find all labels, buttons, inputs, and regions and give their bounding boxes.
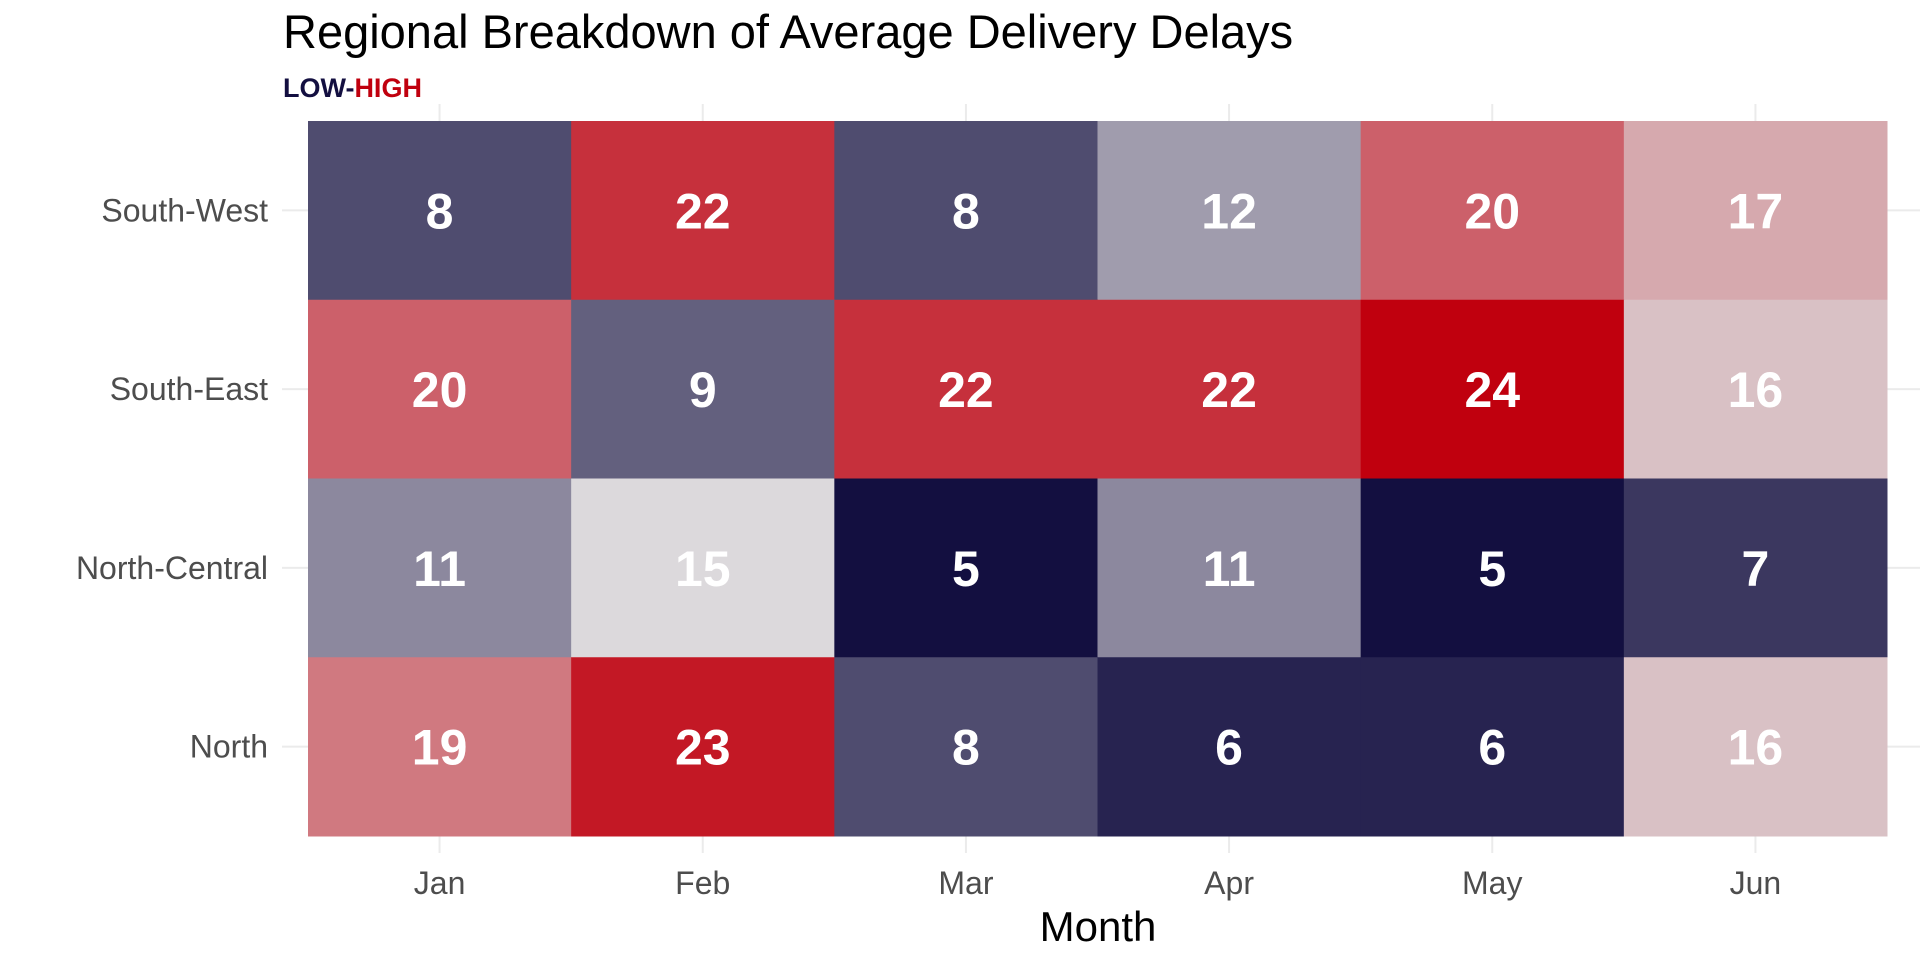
- heatmap-cell: [1360, 657, 1625, 837]
- cell-value-label: 19: [412, 720, 468, 776]
- heatmap-cell: [1097, 299, 1362, 479]
- y-axis: South-West South-East North-Central North: [76, 192, 268, 764]
- heatmap-cell: [1097, 657, 1362, 837]
- heatmap-cell: [1623, 121, 1888, 301]
- cell-value-label: 11: [413, 541, 466, 597]
- chart-subtitle: LOW-HIGH: [283, 73, 422, 103]
- heatmap-cell: [1360, 121, 1625, 301]
- heatmap-cell: [308, 121, 572, 301]
- heatmap-cell: [1097, 121, 1362, 301]
- heatmap-cell: [834, 121, 1098, 301]
- x-axis-title: Month: [1040, 903, 1157, 950]
- x-tick-label: May: [1462, 865, 1522, 901]
- heatmap-cell: [308, 299, 572, 479]
- cell-value-label: 16: [1728, 362, 1784, 418]
- x-axis: Jan Feb Mar Apr May Jun: [414, 865, 1781, 901]
- cell-value-label: 7: [1742, 541, 1770, 597]
- cell-value-label: 24: [1464, 362, 1520, 418]
- y-tick-label: South-East: [110, 371, 268, 407]
- cell-value-label: 8: [952, 720, 980, 776]
- cell-value-label: 20: [412, 362, 468, 418]
- cell-value-label: 22: [675, 183, 731, 239]
- heatmap-cell: [571, 657, 835, 837]
- heatmap-cell: [1623, 299, 1888, 479]
- heatmap-cell: [1360, 478, 1625, 658]
- cell-value-label: 8: [426, 183, 454, 239]
- chart-title: Regional Breakdown of Average Delivery D…: [283, 5, 1293, 58]
- cell-value-label: 22: [1201, 362, 1257, 418]
- subtitle-separator: -: [345, 73, 354, 103]
- subtitle-high-label: HIGH: [354, 73, 422, 103]
- cell-value-label: 23: [675, 720, 731, 776]
- heatmap-cell: [1623, 478, 1888, 658]
- heatmap-cell: [1360, 299, 1625, 479]
- cell-value-label: 9: [689, 362, 717, 418]
- heatmap-cell: [834, 299, 1098, 479]
- heatmap-cell: [571, 299, 835, 479]
- x-tick-label: Apr: [1204, 865, 1254, 901]
- cell-value-label: 22: [938, 362, 994, 418]
- x-tick-label: Mar: [938, 865, 993, 901]
- cell-value-label: 17: [1728, 183, 1784, 239]
- x-tick-label: Feb: [675, 865, 730, 901]
- heatmap-cells: [308, 121, 1888, 837]
- cell-value-label: 16: [1728, 720, 1784, 776]
- cell-value-label: 11: [1203, 541, 1256, 597]
- heatmap-cell: [308, 657, 572, 837]
- cell-value-label: 15: [675, 541, 731, 597]
- cell-value-label: 20: [1464, 183, 1520, 239]
- heatmap-cell: [1097, 478, 1362, 658]
- subtitle-low-label: LOW: [283, 73, 346, 103]
- y-tick-label: North-Central: [76, 550, 268, 586]
- y-tick-label: North: [190, 729, 268, 765]
- heatmap-cell: [308, 478, 572, 658]
- cell-value-label: 5: [1478, 541, 1506, 597]
- cell-value-label: 6: [1215, 720, 1243, 776]
- heatmap-cell-labels: 8 22 8 12 20 17 20 9 22 22 24 16 11 15 5 11 5 7 19 23 8 6 6 16: [412, 183, 1783, 775]
- cell-value-label: 12: [1201, 183, 1257, 239]
- x-tick-label: Jun: [1730, 865, 1782, 901]
- y-tick-label: South-West: [101, 192, 268, 228]
- cell-value-label: 8: [952, 183, 980, 239]
- heatmap-cell: [571, 121, 835, 301]
- heatmap-cell: [1623, 657, 1888, 837]
- x-tick-label: Jan: [414, 865, 466, 901]
- cell-value-label: 5: [952, 541, 980, 597]
- cell-value-label: 6: [1478, 720, 1506, 776]
- heatmap-cell: [834, 657, 1098, 837]
- heatmap-cell: [834, 478, 1098, 658]
- heatmap-cell: [571, 478, 835, 658]
